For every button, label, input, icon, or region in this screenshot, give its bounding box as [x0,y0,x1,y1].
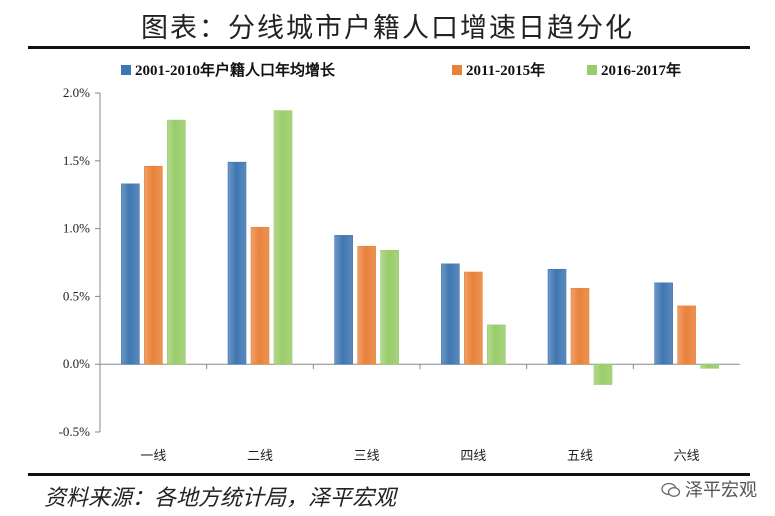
legend-swatch [452,65,462,75]
legend-swatch [121,65,131,75]
bar-chart: -0.5% 0.0% 0.5% 1.0% 1.5% 2.0% 一线 二线 三线 四线 五线 六线 200… [59,61,740,464]
top-divider [28,46,750,49]
bar [250,226,270,365]
bar [570,287,590,365]
bar [487,324,506,365]
y-tick-label: 2.0% [63,85,90,100]
x-category-label: 四线 [460,449,486,464]
bar [441,263,460,365]
x-category-label: 五线 [567,449,593,464]
x-category-label: 三线 [354,449,380,464]
legend-label: 2011-2015年 [466,61,545,79]
legend-label: 2001-2010年户籍人口年均增长 [135,61,336,79]
y-tick-label: 1.5% [63,153,90,168]
y-tick-label: -0.5% [59,424,91,439]
source-note: 资料来源：各地方统计局，泽平宏观 [44,486,397,511]
bar [227,161,247,365]
x-category-label: 二线 [247,449,273,464]
wechat-icon [661,482,681,498]
bar [357,245,376,365]
legend-swatch [587,65,597,75]
chart-title: 图表：分线城市户籍人口增速日趋分化 [141,13,634,44]
bar [700,363,719,369]
bar [677,305,696,365]
bar [464,271,483,365]
bar [144,165,163,365]
bar [334,235,353,365]
bar [593,363,613,385]
bar [121,183,140,365]
watermark-text: 泽平宏观 [685,480,757,501]
y-tick-label: 0.5% [63,288,90,303]
bar [167,119,186,365]
watermark: 泽平宏观 [661,476,757,502]
bar [273,110,293,365]
y-tick-label: 0.0% [63,356,90,371]
bottom-divider [28,473,750,476]
bar [380,249,399,365]
legend-label: 2016-2017年 [601,61,681,79]
x-category-label: 一线 [140,449,166,464]
bar [654,282,673,365]
x-category-label: 六线 [674,449,700,464]
y-tick-label: 1.0% [63,221,90,236]
bar [547,268,567,365]
